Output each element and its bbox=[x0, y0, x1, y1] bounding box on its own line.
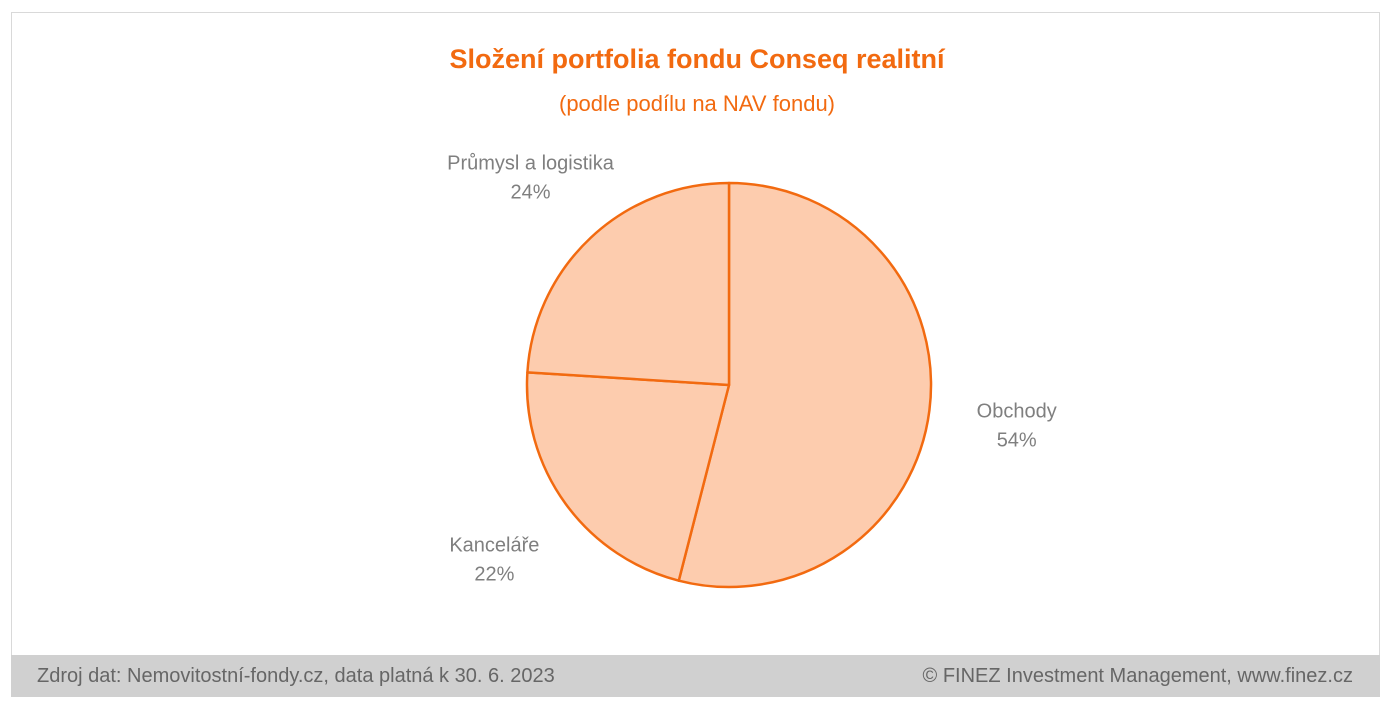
pie-slice-1 bbox=[525, 371, 731, 582]
chart-subtitle: (podle podílu na NAV fondu) bbox=[559, 91, 835, 116]
chart-title: Složení portfolia fondu Conseq realitní bbox=[449, 44, 945, 74]
data-source-note: Zdroj dat: Nemovitostní-fondy.cz, data p… bbox=[37, 665, 555, 687]
pie-slice-2 bbox=[526, 181, 731, 387]
slice-value-label-1: 22% bbox=[474, 563, 514, 585]
slice-value-label-2: 24% bbox=[510, 182, 550, 204]
copyright-note: © FINEZ Investment Management, www.finez… bbox=[922, 665, 1353, 687]
slice-label-1: Kanceláře bbox=[449, 534, 539, 556]
slice-value-label-0: 54% bbox=[997, 429, 1037, 451]
pie-slice-0 bbox=[677, 181, 933, 589]
slice-label-2: Průmysl a logistika bbox=[447, 153, 615, 175]
footer-bar: Zdroj dat: Nemovitostní-fondy.cz, data p… bbox=[11, 655, 1380, 697]
slice-label-0: Obchody bbox=[977, 400, 1057, 422]
